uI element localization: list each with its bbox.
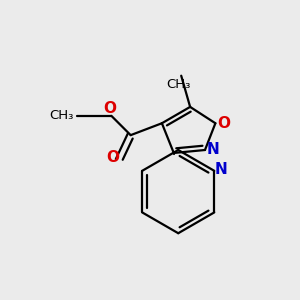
Text: N: N bbox=[207, 142, 220, 157]
Text: O: O bbox=[103, 101, 116, 116]
Text: O: O bbox=[106, 150, 119, 165]
Text: N: N bbox=[214, 162, 227, 177]
Text: O: O bbox=[217, 116, 230, 131]
Text: CH₃: CH₃ bbox=[166, 78, 190, 91]
Text: CH₃: CH₃ bbox=[49, 109, 74, 122]
